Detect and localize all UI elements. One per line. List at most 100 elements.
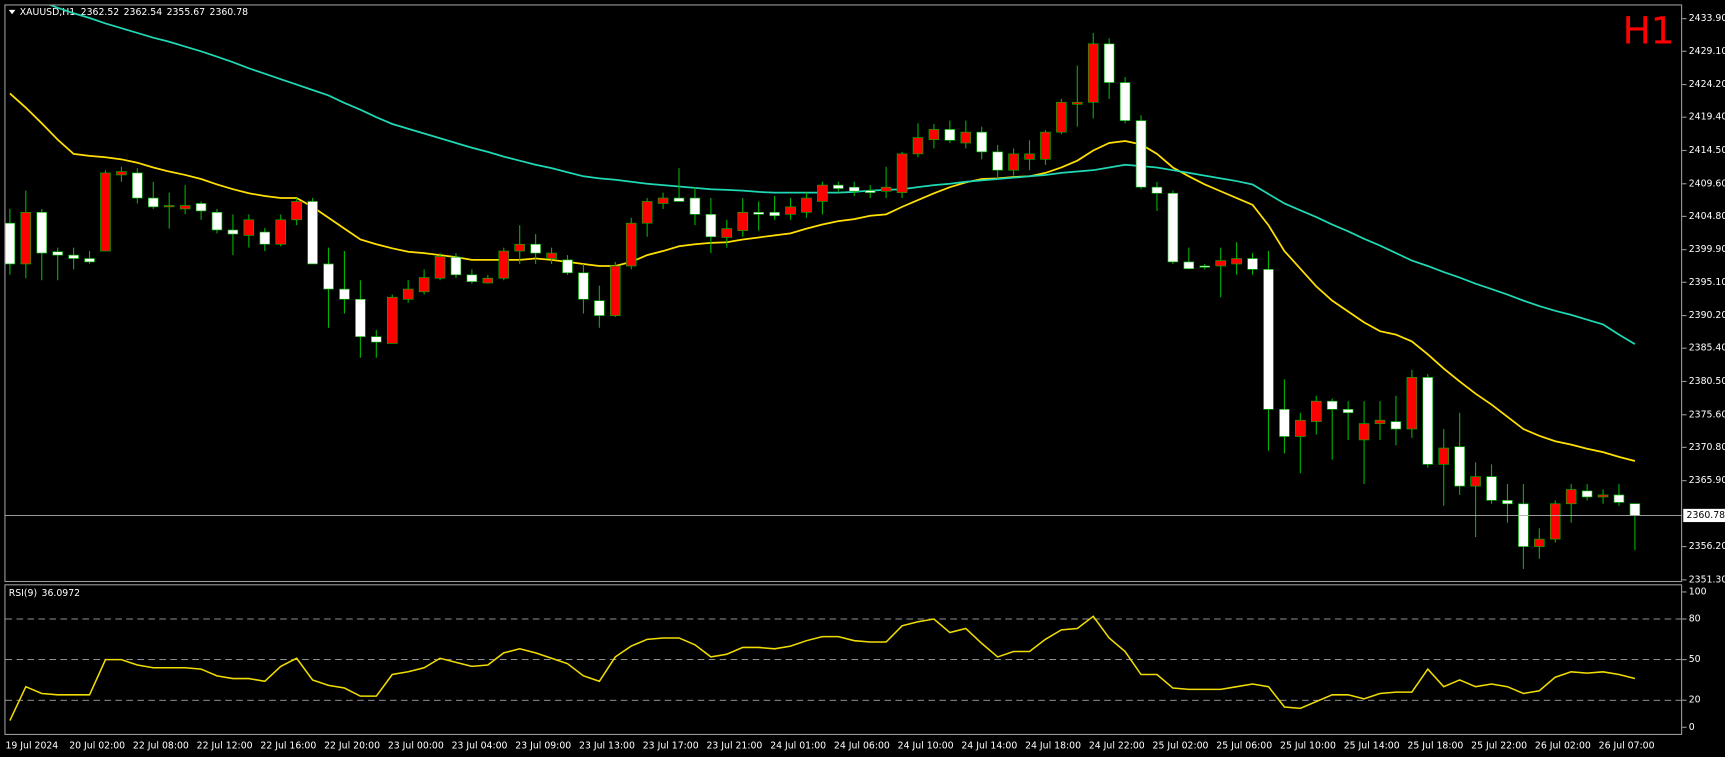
header-open: 2362.52: [81, 7, 120, 18]
symbol: XAUUSD,H1: [20, 7, 75, 18]
candle-body: [371, 336, 382, 343]
candle-body: [1215, 260, 1226, 267]
candle-body: [132, 172, 143, 199]
y-tick-label: 100: [1689, 586, 1707, 597]
x-tick-label: 24 Jul 06:00: [834, 740, 890, 751]
candle-body: [52, 251, 63, 256]
candle-body: [498, 250, 510, 279]
candle-body: [1518, 503, 1529, 547]
candle-body: [848, 186, 860, 192]
candle-body: [705, 214, 717, 238]
candle-body: [68, 254, 79, 259]
x-tick-label: 22 Jul 12:00: [197, 740, 253, 751]
x-tick-label: 24 Jul 14:00: [961, 740, 1017, 751]
candle-body: [833, 184, 844, 189]
candle-body: [657, 197, 669, 204]
candle-body: [243, 219, 255, 236]
candle-body: [1581, 490, 1593, 498]
candle-body: [864, 190, 876, 193]
candle-body: [1342, 409, 1354, 414]
candle-body: [1167, 192, 1179, 263]
candle-body: [880, 186, 892, 192]
rsi-header: RSI(9) 36.0972: [9, 588, 80, 599]
candle-body: [1549, 503, 1561, 540]
y-tick-label: 2351.30: [1689, 574, 1725, 585]
candle-body: [1151, 186, 1163, 194]
candle-body: [1597, 494, 1609, 498]
candle-body: [1326, 400, 1338, 410]
candle-body: [275, 219, 286, 245]
candle-body: [801, 197, 812, 213]
current-price-label: 2360.78: [1687, 510, 1725, 521]
candle-body: [147, 197, 159, 208]
candle-body: [562, 259, 573, 274]
candle-body: [1629, 503, 1641, 516]
y-tick-label: 2395.10: [1689, 277, 1725, 288]
x-tick-label: 25 Jul 14:00: [1344, 740, 1400, 751]
rsi-title: RSI(9): [9, 588, 37, 599]
candle-body: [1103, 43, 1115, 83]
x-tick-label: 24 Jul 10:00: [898, 740, 954, 751]
x-tick-label: 23 Jul 00:00: [388, 740, 444, 751]
candle-body: [5, 222, 16, 265]
candle-body: [1040, 131, 1051, 160]
candle-body: [578, 272, 589, 300]
candle-body: [36, 211, 48, 254]
candle-body: [625, 222, 637, 267]
y-tick-label: 2404.80: [1689, 211, 1725, 222]
candle-body: [785, 206, 796, 215]
candle-body: [211, 211, 223, 231]
y-tick-label: 2356.20: [1689, 541, 1725, 552]
y-tick-label: 2385.40: [1689, 343, 1725, 354]
candle-body: [546, 252, 557, 259]
candle-body: [1470, 476, 1481, 487]
candle-body: [100, 172, 111, 252]
x-tick-label: 26 Jul 07:00: [1599, 740, 1655, 751]
y-tick-label: 20: [1689, 695, 1701, 706]
rsi-area: [5, 615, 1682, 721]
candle-body: [944, 129, 956, 141]
y-tick-label: 2375.60: [1689, 409, 1725, 420]
y-tick-label: 2433.90: [1689, 13, 1725, 24]
candle-body: [339, 288, 350, 300]
candle-body: [1183, 261, 1195, 270]
x-tick-label: 20 Jul 02:00: [69, 740, 125, 751]
candle-body: [386, 296, 398, 344]
y-tick-label: 2414.50: [1689, 145, 1725, 156]
x-tick-label: 25 Jul 06:00: [1216, 740, 1272, 751]
candle-body: [1390, 421, 1402, 430]
current-price-box: [1683, 508, 1725, 523]
candle-body: [721, 228, 733, 238]
candle-body: [1486, 476, 1497, 501]
candle-body: [912, 137, 924, 155]
header-high: 2362.54: [124, 7, 163, 18]
candle-body: [817, 184, 828, 202]
moving-average-line: [9, 92, 1636, 462]
candle-body: [753, 211, 764, 215]
candle-body: [450, 256, 462, 276]
candle-body: [84, 258, 95, 263]
header: XAUUSD,H1 2362.52 2362.54 2355.67 2360.78: [20, 7, 248, 18]
candle-body: [1534, 538, 1545, 547]
y-tick-label: 2380.50: [1689, 376, 1725, 387]
rsi-current: 36.0972: [42, 588, 81, 599]
candle-body: [291, 201, 302, 221]
y-tick-label: 2429.10: [1689, 46, 1725, 57]
candle-body: [1119, 82, 1131, 121]
candle-body: [195, 203, 207, 212]
y-tick-label: 0: [1689, 722, 1695, 733]
candle-body: [1422, 377, 1434, 465]
y-tick-label: 2419.40: [1689, 112, 1725, 123]
candle-body: [1295, 419, 1306, 437]
header-low: 2355.67: [167, 7, 206, 18]
x-tick-label: 22 Jul 16:00: [260, 740, 316, 751]
header-close: 2360.78: [210, 7, 249, 18]
candle-body: [1406, 377, 1418, 430]
candle-body: [1072, 101, 1083, 105]
candle-body: [1087, 43, 1099, 103]
candle-body: [466, 274, 478, 282]
x-tick-label: 26 Jul 02:00: [1535, 740, 1591, 751]
rsi-line: [9, 615, 1636, 721]
